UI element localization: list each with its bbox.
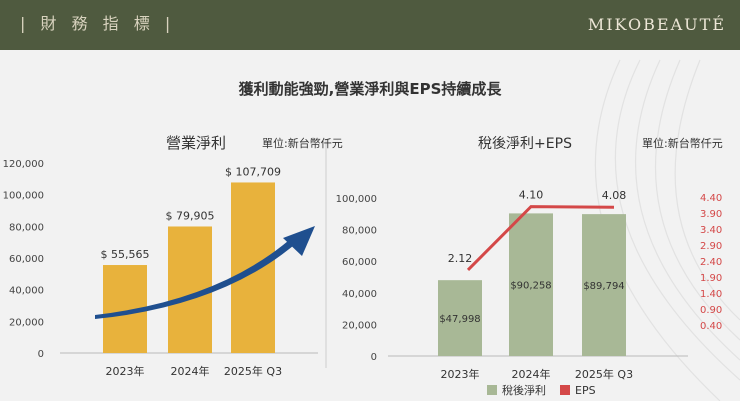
chart2-ytick: 20,000 [342,320,377,331]
chart1-value-label: $ 107,709 [225,165,281,178]
chart1-ytick: 100,000 [3,191,44,202]
chart2-y2tick: 4.40 [700,193,722,204]
chart1-ytick: 120,000 [3,159,44,170]
chart2-ytick: 80,000 [342,226,377,237]
header-bar: | 財 務 指 標 | MIKOBEAUTÉ [0,0,740,50]
chart2-unit: 單位:新台幣仟元 [642,136,723,150]
chart2-ytick: 60,000 [342,257,377,268]
eps-value-label: 4.10 [519,189,544,202]
chart2-bar [582,214,626,356]
chart2-ytick: 0 [371,352,377,363]
chart2-y2tick: 0.40 [700,321,722,332]
eps-value-label: 2.12 [448,252,473,265]
growth-arrow-head [283,226,315,256]
operating-income-chart: 營業淨利 單位:新台幣仟元 0 20,000 40,000 60,000 80,000 100… [3,134,343,378]
chart2-title: 稅後淨利+EPS [478,136,572,152]
chart1-ytick: 80,000 [9,222,44,233]
chart1-ytick: 0 [38,349,44,360]
chart2-ytick: 100,000 [336,194,377,205]
eps-line [466,205,615,272]
chart2-bar [509,213,553,356]
chart1-ytick: 20,000 [9,317,44,328]
chart1-value-label: $ 55,565 [101,248,150,261]
eps-value-label: 4.08 [602,189,627,202]
legend-label-eps: EPS [575,384,596,397]
chart2-bar-value-label: $89,794 [583,281,624,292]
chart2-bar-value-label: $47,998 [439,314,480,325]
chart2-y2tick: 3.40 [700,225,722,236]
chart1-ytick: 60,000 [9,254,44,265]
legend-label-net-income: 稅後淨利 [502,383,546,397]
chart1-ytick: 40,000 [9,286,44,297]
brand-logo: MIKOBEAUTÉ [587,15,726,34]
chart1-title: 營業淨利 [166,134,226,152]
headline: 獲利動能強勁,營業淨利與EPS持續成長 [238,80,502,98]
chart2-category-label: 2023年 [441,367,480,381]
chart2-y2tick: 0.90 [700,305,722,316]
legend-swatch-eps [560,385,570,395]
chart2-bar-value-label: $90,258 [510,281,551,292]
chart2-ytick: 40,000 [342,289,377,300]
chart1-unit: 單位:新台幣仟元 [262,136,343,150]
chart2-bar [438,280,482,356]
legend-swatch-net-income [487,385,497,395]
chart1-category-label: 2025年 Q3 [224,364,282,378]
chart2-y2tick: 2.40 [700,257,722,268]
chart1-value-label: $ 79,905 [166,209,215,222]
chart1-category-label: 2023年 [106,364,145,378]
chart2-y2tick: 1.40 [700,289,722,300]
chart2-y2tick: 1.90 [700,273,722,284]
chart2-y2tick: 3.90 [700,209,722,220]
chart2-category-label: 2024年 [512,367,551,381]
net-income-eps-chart: 稅後淨利+EPS 單位:新台幣仟元 0 20,000 40,000 60,000 80,00… [336,136,723,397]
chart1-category-label: 2024年 [171,364,210,378]
chart2-category-label: 2025年 Q3 [575,367,633,381]
section-title: | 財 務 指 標 | [20,14,176,33]
chart2-y2tick: 2.90 [700,241,722,252]
